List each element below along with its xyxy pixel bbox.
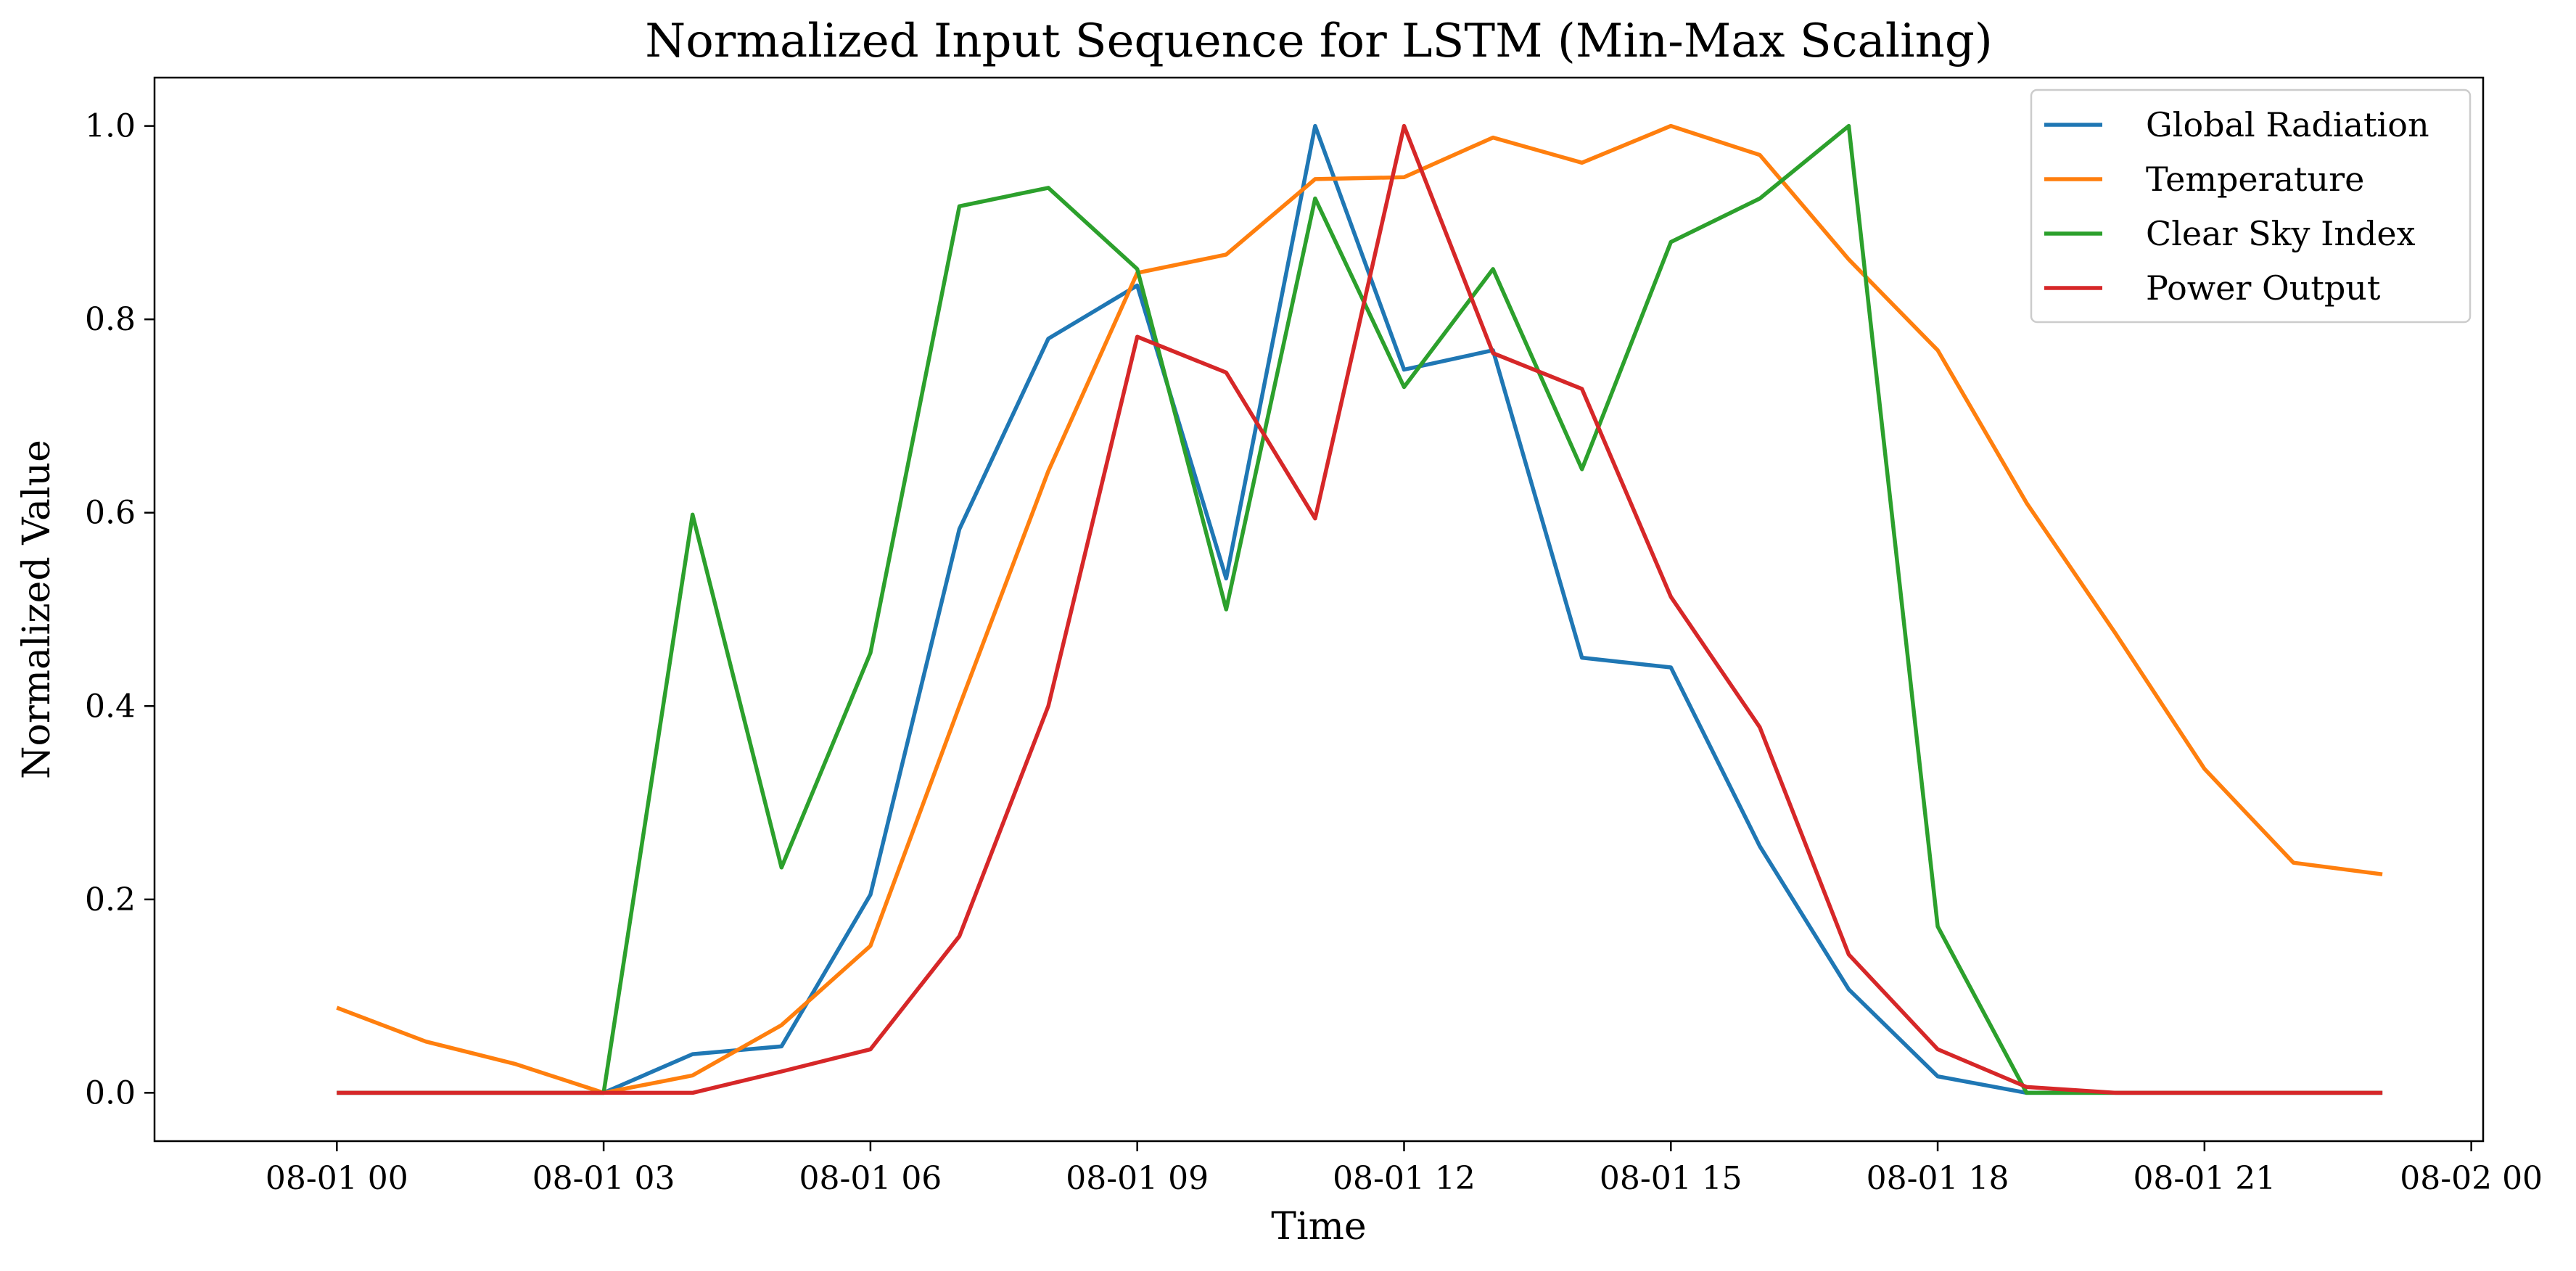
series-layer [336,123,2383,1095]
x-tick-label: 08-01 00 [266,1160,408,1197]
y-tick-label: 0.2 [85,881,136,918]
series-line-power-output [337,123,2383,1095]
legend-entry-label: Global Radiation [2146,105,2429,144]
series-line-temperature [336,123,2383,1095]
x-axis-label: Time [1271,1205,1366,1249]
x-axis: 08-01 00 08-01 03 08-01 06 08-01 09 08-01 12… [266,1141,2543,1197]
y-tick-label: 0.6 [85,495,136,532]
x-tick-label: 08-01 09 [1066,1160,1209,1197]
plot-area-frame [153,76,2485,1143]
x-tick-label: 08-01 03 [532,1160,675,1197]
x-tick-label: 08-01 12 [1333,1160,1476,1197]
legend: Global Radiation Temperature Clear Sky Ind… [2030,89,2472,324]
y-tick-label: 1.0 [85,108,136,145]
y-tick-label: 0.4 [85,688,136,725]
x-tick-label: 08-01 06 [799,1160,942,1197]
y-axis-label: Normalized Value [15,440,59,779]
legend-entry-label: Power Output [2146,268,2381,308]
x-tick-label: 08-01 18 [1867,1160,2009,1197]
legend-box [2030,89,2472,324]
x-tick-label: 08-01 21 [2133,1160,2276,1197]
x-tick-label: 08-01 15 [1600,1160,1742,1197]
x-tick-label: 08-02 00 [2400,1160,2543,1197]
chart-title: Normalized Input Sequence for LSTM (Min-… [645,15,1993,68]
y-tick-label: 0.8 [85,301,136,338]
y-axis: 0.0 0.2 0.4 0.6 0.8 1.0 [85,108,155,1111]
series-line-clear-sky-index [337,123,2383,1095]
legend-entry-label: Temperature [2146,160,2364,199]
y-tick-label: 0.0 [85,1074,136,1111]
legend-entry-label: Clear Sky Index [2146,214,2416,253]
